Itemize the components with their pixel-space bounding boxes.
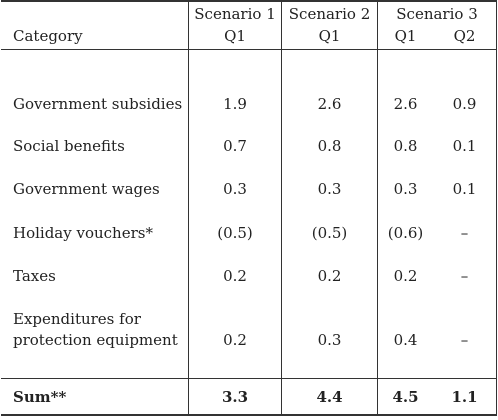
cell-s3-q2: –	[460, 331, 469, 349]
cell-s3-q1: 0.3	[393, 180, 418, 198]
cell-s3-q2: 0.1	[452, 137, 477, 155]
cell-s3-q2: –	[460, 224, 469, 242]
sum-s3-q2: 1.1	[451, 388, 478, 406]
header-rule	[1, 49, 496, 50]
header-s3-q2: Q2	[453, 27, 476, 45]
sum-rule	[1, 378, 496, 379]
header-scenario-3: Scenario 3	[396, 5, 478, 23]
header-s2-q1: Q1	[318, 27, 341, 45]
cell-s1-q1: 0.2	[223, 267, 247, 285]
column-divider-1	[188, 0, 189, 416]
cell-s3-q1: 0.4	[393, 331, 418, 349]
cell-s3-q2: 0.1	[452, 180, 477, 198]
cell-s2-q1: (0.5)	[311, 224, 348, 242]
cell-s1-q1: 1.9	[223, 95, 247, 113]
column-divider-2	[281, 0, 282, 416]
header-scenario-1: Scenario 1	[194, 5, 276, 23]
cell-s3-q1: (0.6)	[387, 224, 424, 242]
column-divider-3	[377, 0, 378, 416]
row-label-government-wages: Government wages	[13, 180, 160, 198]
header-scenario-2: Scenario 2	[288, 5, 371, 23]
cell-s1-q1: 0.3	[223, 180, 247, 198]
cell-s3-q2: 0.9	[452, 95, 477, 113]
header-category: Category	[13, 27, 83, 45]
row-label-social-benefits: Social benefits	[13, 137, 125, 155]
cell-s2-q1: 0.2	[317, 267, 342, 285]
row-label-holiday-vouchers: Holiday vouchers*	[13, 224, 153, 242]
column-divider-4	[496, 0, 497, 416]
row-label-expenditures-line-1: Expenditures for	[13, 310, 141, 328]
bottom-rule	[1, 414, 496, 416]
cell-s1-q1: 0.7	[223, 137, 247, 155]
sum-s3-q1: 4.5	[392, 388, 419, 406]
sum-s2-q1: 4.4	[316, 388, 343, 406]
cell-s2-q1: 2.6	[317, 95, 342, 113]
cell-s2-q1: 0.3	[317, 331, 342, 349]
row-label-taxes: Taxes	[13, 267, 56, 285]
row-label-government-subsidies: Government subsidies	[13, 95, 183, 113]
sum-s1-q1: 3.3	[221, 388, 249, 406]
cell-s3-q1: 0.2	[393, 267, 418, 285]
row-label-expenditures-line-2: protection equipment	[13, 331, 178, 349]
header-s3-q1: Q1	[394, 27, 417, 45]
cell-s1-q1: (0.5)	[217, 224, 253, 242]
cell-s3-q1: 2.6	[393, 95, 418, 113]
cell-s3-q1: 0.8	[393, 137, 418, 155]
cell-s2-q1: 0.3	[317, 180, 342, 198]
cell-s2-q1: 0.8	[317, 137, 342, 155]
top-rule	[1, 0, 496, 2]
header-s1-q1: Q1	[224, 27, 246, 45]
cell-s1-q1: 0.2	[223, 331, 247, 349]
cell-s3-q2: –	[460, 267, 469, 285]
sum-label: Sum**	[13, 388, 67, 406]
